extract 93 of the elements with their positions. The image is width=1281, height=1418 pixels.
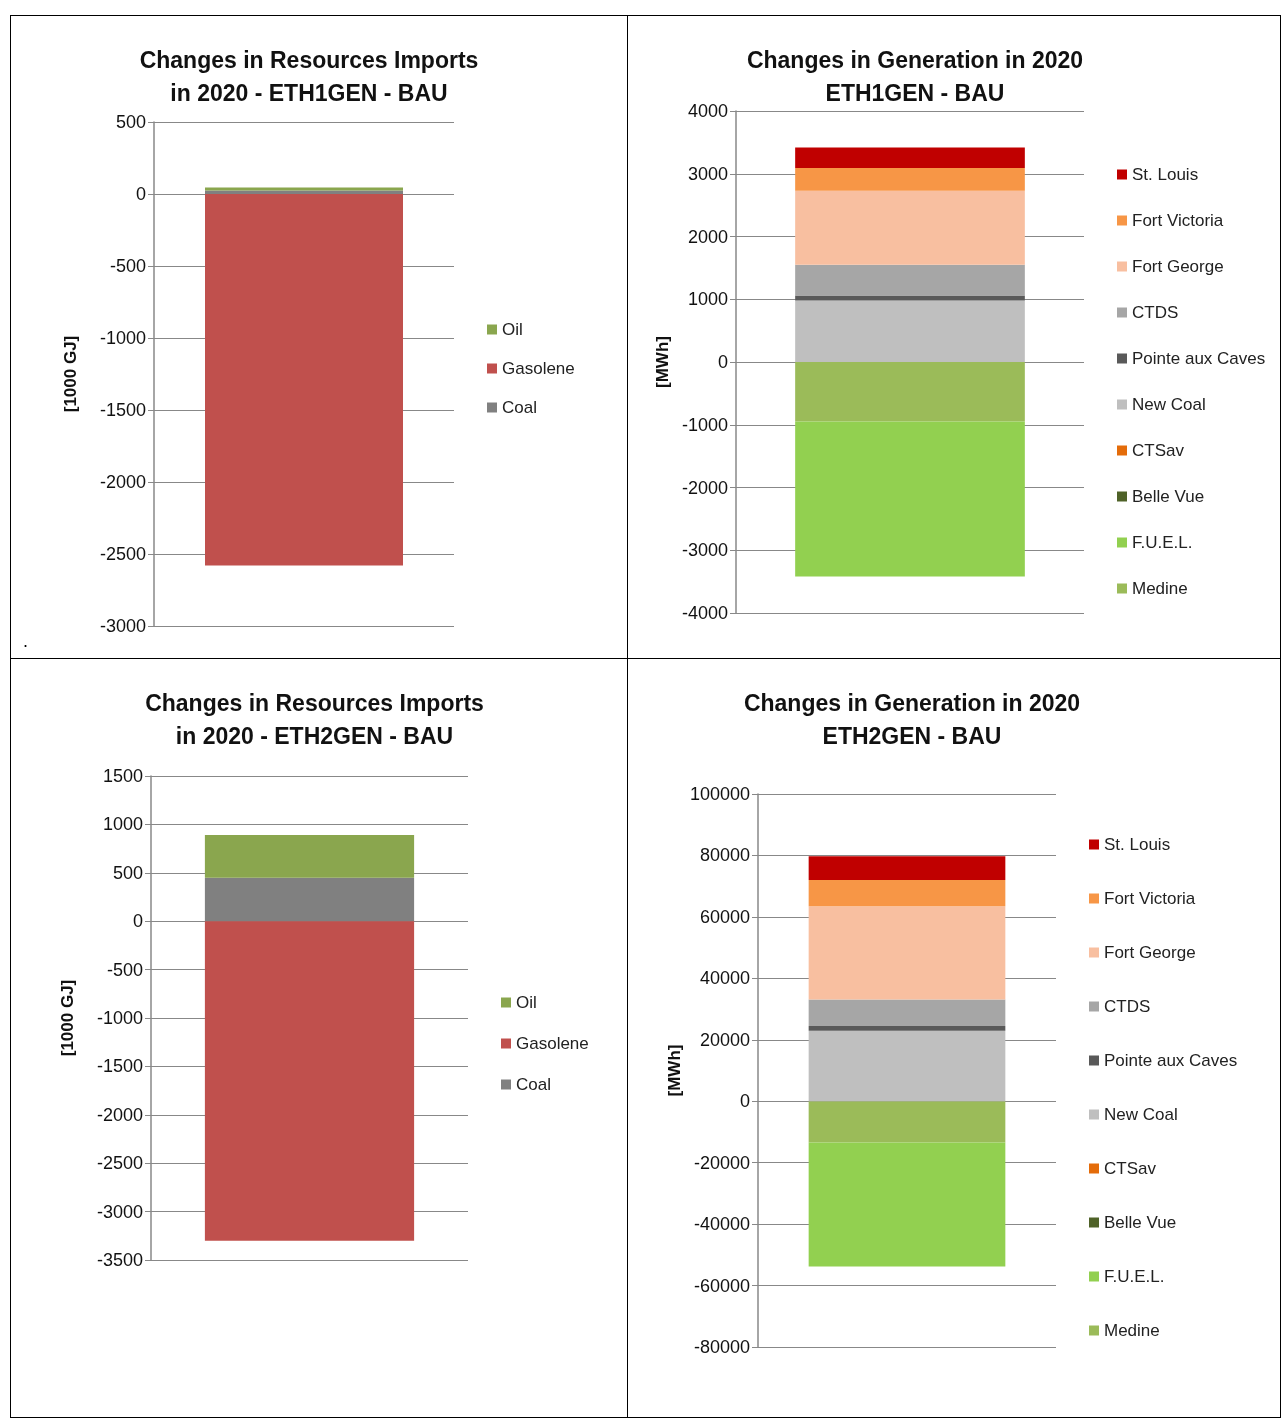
chart-title: Changes in Generation in 2020 ETH2GEN - BAU xyxy=(743,689,1081,749)
bar xyxy=(204,921,415,1241)
legend-label: Fort Victoria xyxy=(1104,889,1196,908)
y-tick-label: 1000 xyxy=(102,814,143,835)
y-tick-label: 0 xyxy=(717,352,728,372)
bar xyxy=(795,190,1025,265)
y-tick-label: 40000 xyxy=(699,968,750,989)
y-tick-label: -2000 xyxy=(99,472,146,492)
y-tick-label: 500 xyxy=(115,112,146,132)
y-tick-label: -2500 xyxy=(96,1153,143,1174)
legend-label: Coal xyxy=(516,1075,551,1094)
y-tick-label: -1000 xyxy=(99,328,146,348)
y-tick-label: -500 xyxy=(109,256,146,276)
y-tick-label: -2500 xyxy=(99,544,146,564)
legend-label: Oil xyxy=(502,320,523,339)
chart-title: Changes in Resources Imports in 2020 - ETH1GEN - BAU xyxy=(139,46,479,106)
legend-label: New Coal xyxy=(1132,395,1206,414)
bar xyxy=(795,295,1025,301)
legend-label: Fort Victoria xyxy=(1132,211,1224,230)
y-tick-label: 4000 xyxy=(687,101,728,121)
y-tick-label: 60000 xyxy=(699,906,750,927)
bar xyxy=(795,168,1025,191)
y-tick-label: -3000 xyxy=(681,540,728,561)
legend-label: CTDS xyxy=(1104,997,1151,1016)
y-tick-label: -1500 xyxy=(99,400,146,420)
legend-label: CTDS xyxy=(1132,303,1179,322)
y-tick-label: -4000 xyxy=(681,603,728,623)
y-axis-title: [MWh] xyxy=(653,336,673,388)
y-tick-label: -2000 xyxy=(681,477,728,498)
legend-label: Pointe aux Caves xyxy=(1104,1051,1238,1070)
bar xyxy=(808,880,1006,907)
y-tick-label: 100000 xyxy=(689,784,750,804)
legend-label: F.U.E.L. xyxy=(1132,533,1193,552)
y-tick-label: 80000 xyxy=(699,845,750,866)
y-tick-label: 3000 xyxy=(687,163,728,184)
bar xyxy=(808,999,1006,1026)
bar xyxy=(795,264,1025,296)
y-tick-label: -3000 xyxy=(96,1201,143,1222)
y-tick-label: -3500 xyxy=(96,1250,143,1270)
y-tick-label: -1000 xyxy=(681,414,728,435)
legend-label: St. Louis xyxy=(1104,835,1171,854)
legend-label: Belle Vue xyxy=(1104,1213,1177,1232)
bar xyxy=(808,856,1006,881)
y-axis-title: [1000 GJ] xyxy=(58,979,77,1057)
y-tick-label: 20000 xyxy=(699,1029,750,1050)
y-tick-label: -2000 xyxy=(96,1104,143,1125)
y-tick-label: -1500 xyxy=(96,1056,143,1077)
text: . xyxy=(23,631,29,651)
legend-label: Gasolene xyxy=(502,359,575,378)
bar xyxy=(808,906,1006,1000)
y-tick-label: 0 xyxy=(739,1091,750,1112)
legend-label: Coal xyxy=(502,398,537,417)
bar xyxy=(808,1030,1006,1102)
bar xyxy=(795,147,1025,169)
legend-label: Gasolene xyxy=(516,1034,589,1053)
y-tick-label: -500 xyxy=(106,959,143,980)
legend-label: New Coal xyxy=(1104,1105,1178,1124)
y-tick-label: -60000 xyxy=(693,1275,750,1296)
bar xyxy=(808,1142,1006,1267)
legend-label: CTSav xyxy=(1104,1159,1157,1178)
legend-label: Medine xyxy=(1104,1321,1160,1340)
y-tick-label: 1000 xyxy=(687,289,728,310)
y-axis-title: [1000 GJ] xyxy=(61,335,80,413)
bar xyxy=(808,1025,1006,1031)
bar xyxy=(808,1101,1006,1143)
y-axis-title: [MWh] xyxy=(665,1044,684,1097)
bar xyxy=(204,877,415,922)
legend-label: F.U.E.L. xyxy=(1104,1267,1165,1286)
chart-title: Changes in Resources Imports in 2020 - ETH2GEN - BAU xyxy=(145,689,484,749)
bar xyxy=(795,421,1025,577)
legend-label: CTSav xyxy=(1132,441,1185,460)
y-tick-label: -1000 xyxy=(96,1008,143,1028)
y-tick-label: 0 xyxy=(135,184,146,204)
y-tick-label: 500 xyxy=(112,862,143,883)
bar xyxy=(795,300,1025,362)
chart-title: Changes in Generation in 2020 ETH1GEN - BAU xyxy=(746,46,1084,106)
y-tick-label: 2000 xyxy=(687,226,728,247)
y-tick-label: -80000 xyxy=(693,1337,750,1357)
bar xyxy=(205,194,403,566)
y-tick-label: -20000 xyxy=(693,1152,750,1173)
legend-label: Fort George xyxy=(1104,943,1196,962)
bar xyxy=(204,835,415,878)
y-tick-label: -40000 xyxy=(693,1214,750,1235)
legend-label: St. Louis xyxy=(1132,165,1199,184)
legend-label: Fort George xyxy=(1132,257,1224,276)
y-tick-label: 0 xyxy=(132,911,143,932)
y-tick-label: -3000 xyxy=(99,616,146,636)
legend-label: Pointe aux Caves xyxy=(1132,349,1266,368)
legend-label: Medine xyxy=(1132,579,1188,598)
bar xyxy=(795,362,1025,422)
y-tick-label: 1500 xyxy=(102,766,143,786)
legend-label: Belle Vue xyxy=(1132,487,1205,506)
legend-label: Oil xyxy=(516,993,537,1012)
